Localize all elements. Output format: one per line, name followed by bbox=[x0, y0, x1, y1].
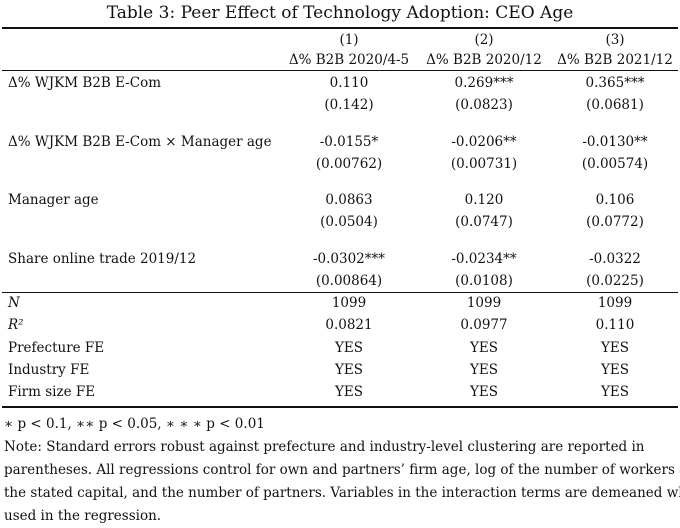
se-cell: (0.0225) bbox=[586, 273, 644, 289]
stat-label-r2: R² bbox=[8, 317, 24, 333]
coef-cell: 0.120 bbox=[464, 192, 504, 208]
stat-cell: 1099 bbox=[466, 295, 502, 311]
note-line: parentheses. All regressions control for… bbox=[4, 462, 680, 478]
coef-cell: 0.106 bbox=[595, 192, 635, 208]
col-1-header: Δ% B2B 2020/4-5 bbox=[288, 52, 410, 68]
col-3-number: (3) bbox=[605, 32, 625, 48]
se-cell: (0.0772) bbox=[586, 214, 644, 230]
se-cell: (0.00864) bbox=[315, 273, 383, 289]
stat-label: Prefecture FE bbox=[8, 340, 105, 356]
top-rule bbox=[2, 27, 678, 29]
se-cell: (0.0681) bbox=[586, 97, 644, 113]
col-3-header: Δ% B2B 2021/12 bbox=[557, 52, 673, 68]
row-label: Δ% WJKM B2B E-Com bbox=[8, 75, 162, 91]
coef-cell: -0.0234** bbox=[451, 251, 517, 267]
stat-cell: YES bbox=[600, 384, 629, 400]
stat-cell: YES bbox=[469, 362, 498, 378]
se-cell: (0.00762) bbox=[315, 156, 383, 172]
stats-rule bbox=[2, 292, 678, 293]
coef-cell: 0.0863 bbox=[325, 192, 373, 208]
coef-cell: -0.0206** bbox=[451, 134, 517, 150]
coef-cell: -0.0155* bbox=[319, 134, 379, 150]
stat-cell: YES bbox=[600, 340, 629, 356]
stat-label-n: N bbox=[8, 295, 20, 311]
coef-cell: -0.0302*** bbox=[312, 251, 386, 267]
se-cell: (0.0108) bbox=[455, 273, 513, 289]
col-2-number: (2) bbox=[474, 32, 494, 48]
se-cell: (0.00731) bbox=[450, 156, 518, 172]
stat-cell: YES bbox=[334, 384, 363, 400]
row-label: Manager age bbox=[8, 192, 99, 208]
significance-note: ∗ p < 0.1, ∗∗ p < 0.05, ∗ ∗ ∗ p < 0.01 bbox=[4, 416, 265, 432]
col-2-header: Δ% B2B 2020/12 bbox=[426, 52, 542, 68]
stat-cell: 0.0821 bbox=[325, 317, 373, 333]
col-1-number: (1) bbox=[339, 32, 359, 48]
se-cell: (0.0823) bbox=[455, 97, 513, 113]
coef-cell: -0.0130** bbox=[582, 134, 648, 150]
note-line: used in the regression. bbox=[4, 508, 162, 524]
se-cell: (0.0747) bbox=[455, 214, 513, 230]
stat-cell: YES bbox=[334, 340, 363, 356]
stat-label: Industry FE bbox=[8, 362, 90, 378]
stat-cell: YES bbox=[600, 362, 629, 378]
note-line: the stated capital, and the number of pa… bbox=[4, 485, 680, 501]
stat-label: Firm size FE bbox=[8, 384, 96, 400]
stat-cell: 1099 bbox=[597, 295, 633, 311]
row-label: Share online trade 2019/12 bbox=[8, 251, 197, 267]
se-cell: (0.0504) bbox=[320, 214, 378, 230]
se-cell: (0.00574) bbox=[581, 156, 649, 172]
coef-cell: 0.365*** bbox=[585, 75, 645, 91]
bottom-rule bbox=[2, 406, 678, 408]
stat-cell: 0.110 bbox=[595, 317, 635, 333]
table-notes: ∗ p < 0.1, ∗∗ p < 0.05, ∗ ∗ ∗ p < 0.01 N… bbox=[4, 413, 680, 528]
se-cell: (0.142) bbox=[324, 97, 374, 113]
stat-cell: YES bbox=[334, 362, 363, 378]
note-line: Note: Standard errors robust against pre… bbox=[4, 439, 645, 455]
stat-cell: 0.0977 bbox=[460, 317, 508, 333]
header-rule bbox=[2, 70, 678, 71]
coef-cell: 0.269*** bbox=[454, 75, 514, 91]
stat-cell: 1099 bbox=[331, 295, 367, 311]
table-title: Table 3: Peer Effect of Technology Adopt… bbox=[106, 3, 574, 23]
coef-cell: 0.110 bbox=[329, 75, 369, 91]
stat-cell: YES bbox=[469, 340, 498, 356]
stat-cell: YES bbox=[469, 384, 498, 400]
coef-cell: -0.0322 bbox=[589, 251, 641, 267]
row-label: Δ% WJKM B2B E-Com × Manager age bbox=[8, 134, 272, 150]
